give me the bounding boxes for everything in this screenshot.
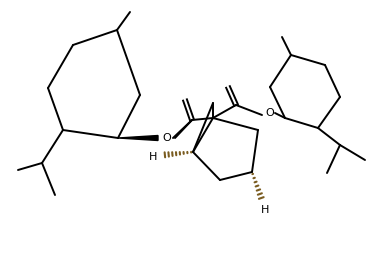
Text: O: O [162,133,171,143]
Polygon shape [118,135,158,141]
Text: O: O [266,108,275,118]
Text: H: H [149,152,157,162]
Text: H: H [261,205,269,215]
